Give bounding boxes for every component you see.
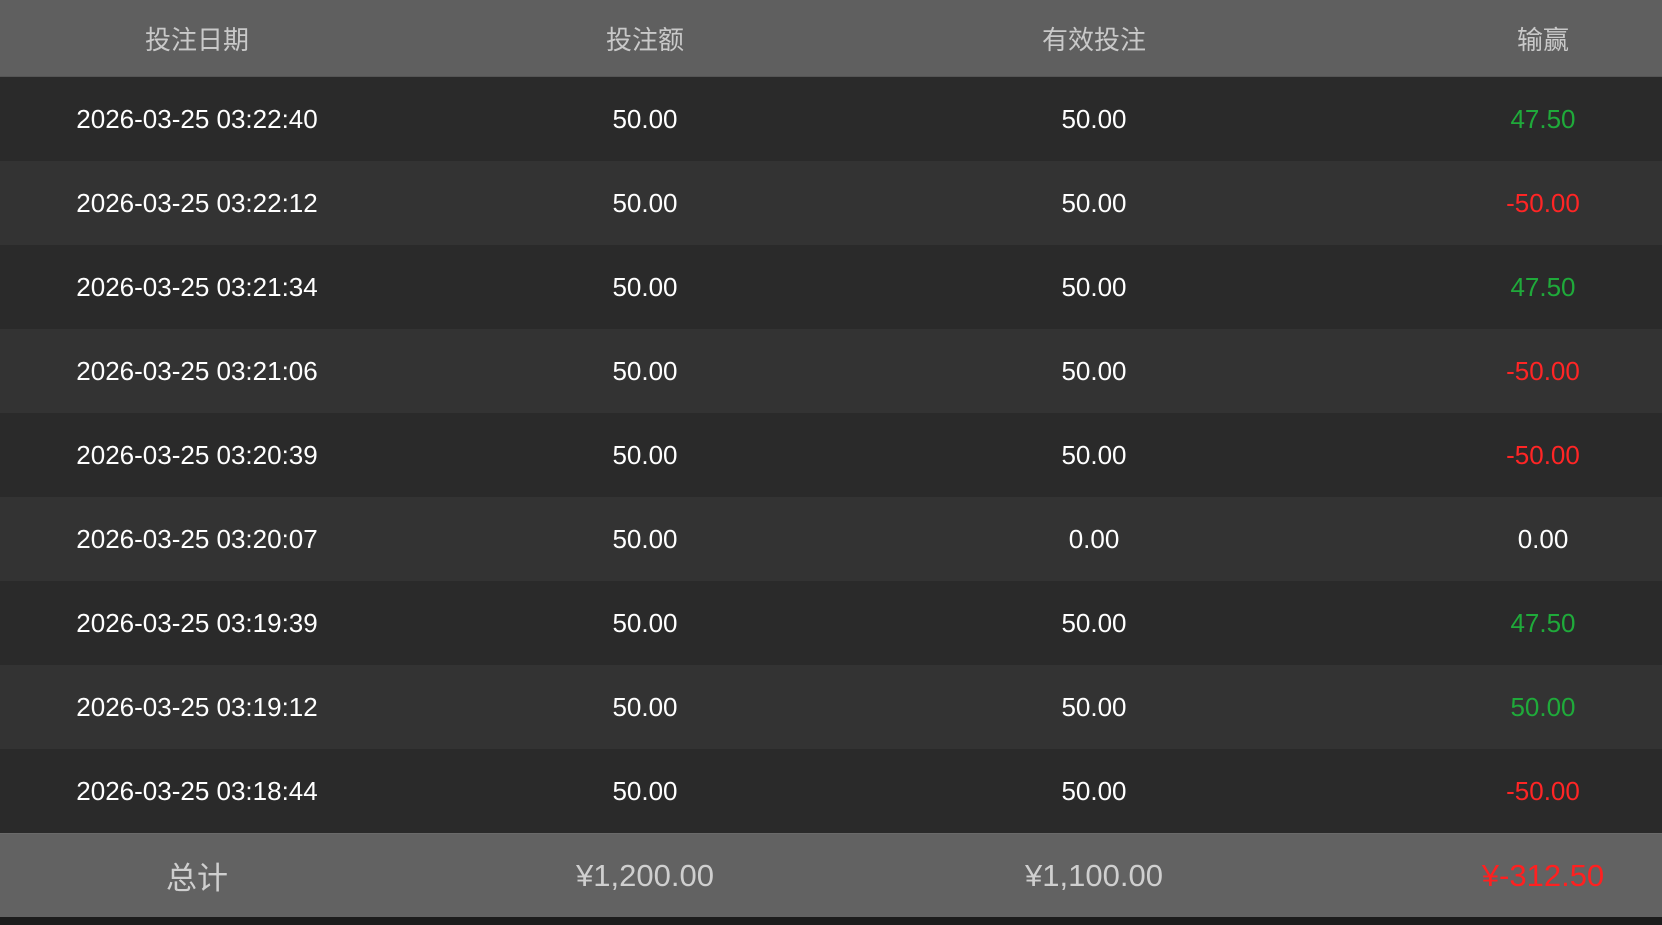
table-row: 2026-03-25 03:18:44 50.00 50.00 -50.00 <box>0 749 1662 833</box>
bet-date-cell: 2026-03-25 03:20:07 <box>76 523 318 554</box>
table-row: 2026-03-25 03:19:39 50.00 50.00 47.50 <box>0 581 1662 665</box>
bet-date-cell: 2026-03-25 03:21:06 <box>76 355 318 386</box>
table-row: 2026-03-25 03:21:34 50.00 50.00 47.50 <box>0 245 1662 329</box>
total-label: 总计 <box>166 861 228 896</box>
valid-bet-cell: 50.00 <box>1061 691 1127 722</box>
table-row: 2026-03-25 03:20:39 50.00 50.00 -50.00 <box>0 413 1662 497</box>
valid-bet-cell: 50.00 <box>1061 271 1127 302</box>
win-loss-cell: -50.00 <box>1506 439 1580 470</box>
bet-date-cell: 2026-03-25 03:19:39 <box>76 607 318 638</box>
valid-bet-cell: 50.00 <box>1061 439 1127 470</box>
total-win-loss: ¥-312.50 <box>1481 857 1605 893</box>
bet-date-cell: 2026-03-25 03:18:44 <box>76 775 318 806</box>
bet-amount-cell: 50.00 <box>612 355 678 386</box>
total-row: 总计 ¥1,200.00 ¥1,100.00 ¥-312.50 <box>0 833 1662 917</box>
win-loss-cell: 0.00 <box>1517 523 1569 554</box>
bet-amount-cell: 50.00 <box>612 691 678 722</box>
table-header: 投注日期 投注额 有效投注 输赢 <box>0 0 1662 77</box>
bet-amount-cell: 50.00 <box>612 607 678 638</box>
bet-amount-cell: 50.00 <box>612 439 678 470</box>
bet-date-cell: 2026-03-25 03:19:12 <box>76 691 318 722</box>
bet-amount-cell: 50.00 <box>612 103 678 134</box>
table-row: 2026-03-25 03:20:07 50.00 0.00 0.00 <box>0 497 1662 581</box>
win-loss-cell: 47.50 <box>1510 271 1576 302</box>
bet-amount-cell: 50.00 <box>612 775 678 806</box>
table-row: 2026-03-25 03:19:12 50.00 50.00 50.00 <box>0 665 1662 749</box>
bet-date-cell: 2026-03-25 03:20:39 <box>76 439 318 470</box>
valid-bet-cell: 50.00 <box>1061 103 1127 134</box>
valid-bet-cell: 0.00 <box>1068 523 1120 554</box>
valid-bet-cell: 50.00 <box>1061 187 1127 218</box>
header-win-loss: 输赢 <box>1516 24 1569 55</box>
win-loss-cell: 50.00 <box>1510 691 1576 722</box>
valid-bet-cell: 50.00 <box>1061 355 1127 386</box>
bet-amount-cell: 50.00 <box>612 187 678 218</box>
valid-bet-cell: 50.00 <box>1061 775 1127 806</box>
header-valid-bet: 有效投注 <box>1041 24 1146 55</box>
win-loss-cell: 47.50 <box>1510 103 1576 134</box>
table-row: 2026-03-25 03:21:06 50.00 50.00 -50.00 <box>0 329 1662 413</box>
total-valid-bet: ¥1,100.00 <box>1025 857 1163 893</box>
table-row: 2026-03-25 03:22:40 50.00 50.00 47.50 <box>0 77 1662 161</box>
bet-date-cell: 2026-03-25 03:22:12 <box>76 187 318 218</box>
bet-date-cell: 2026-03-25 03:22:40 <box>76 103 318 134</box>
header-bet-date: 投注日期 <box>144 24 249 55</box>
win-loss-cell: 47.50 <box>1510 607 1576 638</box>
header-bet-amount: 投注额 <box>605 24 684 55</box>
valid-bet-cell: 50.00 <box>1061 607 1127 638</box>
table-row: 2026-03-25 03:22:12 50.00 50.00 -50.00 <box>0 161 1662 245</box>
win-loss-cell: -50.00 <box>1506 187 1580 218</box>
total-bet-amount: ¥1,200.00 <box>576 857 714 893</box>
win-loss-cell: -50.00 <box>1506 355 1580 386</box>
bet-amount-cell: 50.00 <box>612 523 678 554</box>
bet-amount-cell: 50.00 <box>612 271 678 302</box>
win-loss-cell: -50.00 <box>1506 775 1580 806</box>
bet-date-cell: 2026-03-25 03:21:34 <box>76 271 318 302</box>
